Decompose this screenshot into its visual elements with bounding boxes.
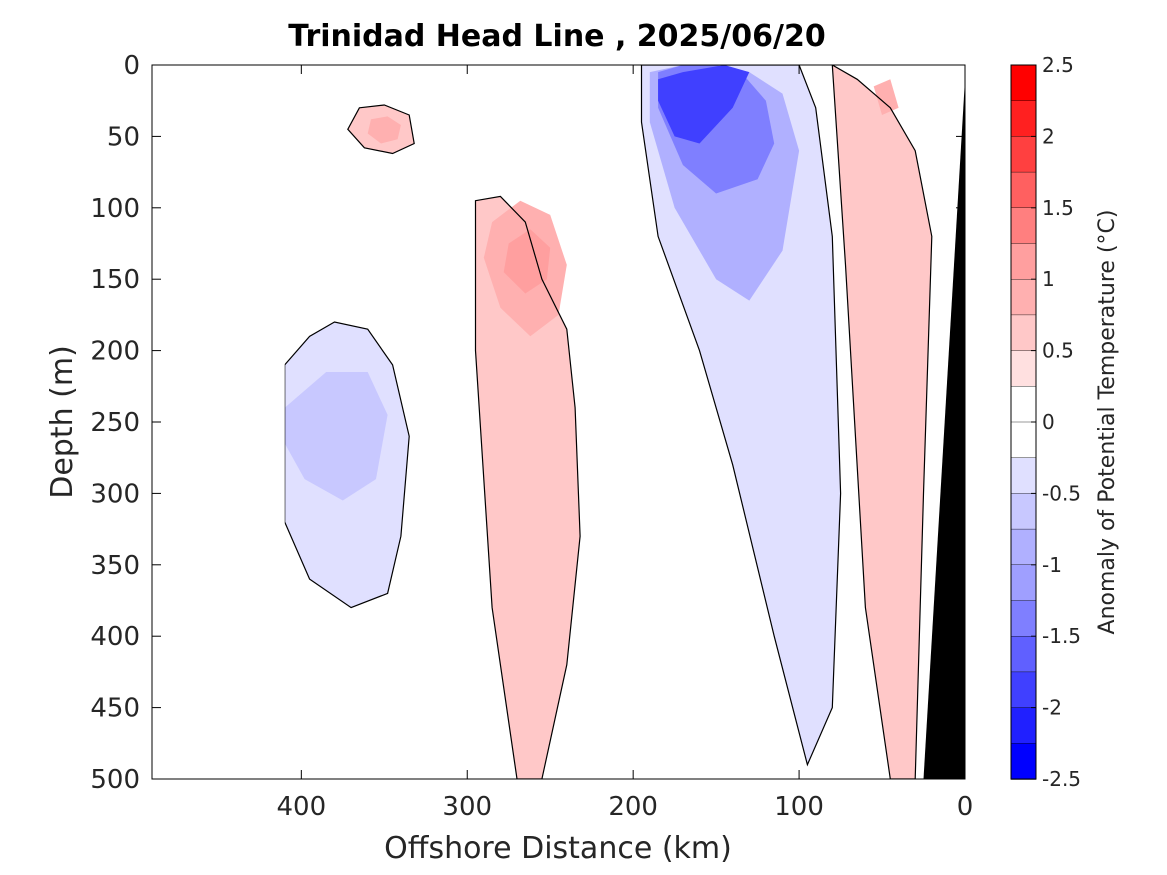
colorbar-band (1010, 279, 1037, 316)
y-tick-label: 400 (90, 622, 140, 652)
colorbar-tick-label: -0.5 (1042, 481, 1081, 505)
y-tick-label: 150 (90, 265, 140, 295)
colorbar-band (1010, 136, 1037, 173)
colorbar-tick-label: -2 (1042, 696, 1062, 720)
colorbar-band (1010, 636, 1037, 673)
plot-area (152, 65, 965, 779)
colorbar-tick-label: 0 (1042, 410, 1055, 434)
x-axis-label: Offshore Distance (km) (384, 831, 732, 866)
y-tick-label: 350 (90, 551, 140, 581)
colorbar-band (1010, 564, 1037, 602)
x-axis: 400 300 200 100 0 (277, 65, 974, 822)
colorbar-band (1010, 671, 1037, 709)
colorbar-band (1010, 457, 1037, 495)
colorbar-band (1010, 314, 1037, 352)
colorbar-band (1010, 207, 1037, 245)
colorbar-tick-label: 2.5 (1042, 53, 1074, 77)
colorbar-band (1010, 243, 1037, 280)
bathymetry-fill (923, 79, 965, 779)
x-tick-label: 0 (957, 792, 974, 822)
colorbar-band (1010, 386, 1037, 423)
y-axis: 0 50 100 150 200 250 300 350 400 450 500 (90, 51, 965, 795)
anomaly-region-6 (367, 116, 401, 144)
y-tick-label: 0 (123, 51, 140, 81)
anomaly-region-2 (475, 196, 581, 779)
colorbar-tick-label: 0.5 (1042, 339, 1074, 363)
x-tick-label: 200 (608, 792, 658, 822)
anomaly-region-4 (503, 229, 551, 294)
colorbar-tick-label: 1 (1042, 267, 1055, 291)
anomaly-region-10 (658, 65, 750, 144)
zero-contour-0 (284, 321, 410, 609)
zero-contour-lines (284, 65, 933, 779)
y-tick-label: 250 (90, 408, 140, 438)
anomaly-contour-fills (284, 65, 932, 779)
colorbar-band (1010, 600, 1037, 637)
y-tick-label: 100 (90, 194, 140, 224)
colorbar-band (1010, 350, 1037, 388)
zero-contour-7 (640, 65, 842, 767)
colorbar-tick-label: 2 (1042, 124, 1055, 148)
colorbar-band (1010, 100, 1037, 138)
colorbar: 2.5 2 1.5 1 0.5 0 -0.5 -1 -1.5 -2 -2.5 (1010, 53, 1081, 791)
x-tick-label: 400 (277, 792, 327, 822)
chart-title: Trinidad Head Line , 2025/06/20 (288, 19, 825, 54)
colorbar-band (1010, 743, 1037, 780)
colorbar-band (1010, 64, 1037, 102)
colorbar-tick-label: -1 (1042, 553, 1062, 577)
anomaly-region-1 (284, 372, 388, 501)
y-tick-label: 450 (90, 694, 140, 724)
y-tick-label: 300 (90, 479, 140, 509)
anomaly-region-12 (873, 79, 899, 115)
colorbar-label: Anomaly of Potential Temperature (°C) (1095, 210, 1120, 635)
zero-contour-2 (474, 195, 581, 779)
colorbar-band (1010, 493, 1037, 530)
zero-contour-5 (347, 104, 415, 155)
colorbar-tick-label: -2.5 (1042, 767, 1081, 791)
colorbar-tick-label: -1.5 (1042, 624, 1081, 648)
colorbar-band (1010, 171, 1037, 209)
colorbar-tick-label: 1.5 (1042, 196, 1074, 220)
colorbar-band (1010, 707, 1037, 744)
zero-contour-11 (831, 65, 933, 779)
y-tick-label: 500 (90, 765, 140, 795)
x-tick-label: 100 (774, 792, 824, 822)
colorbar-band (1010, 421, 1037, 459)
no-data-region (152, 65, 285, 779)
anomaly-region-7 (641, 65, 841, 765)
y-tick-label: 200 (90, 337, 140, 367)
y-axis-label: Depth (m) (45, 345, 80, 499)
anomaly-region-11 (832, 65, 932, 779)
colorbar-band (1010, 528, 1037, 566)
x-tick-label: 300 (442, 792, 492, 822)
y-tick-label: 50 (107, 122, 140, 152)
